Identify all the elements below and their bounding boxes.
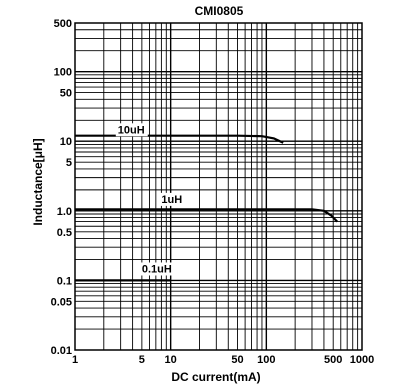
x-tick-label: 5 — [139, 354, 145, 366]
y-tick-label: 100 — [54, 67, 72, 79]
tick-labels: 1 5 10 50 100 500 1000 0.01 0.05 0.1 0.5 1.0 5 10 50 10… — [51, 18, 375, 366]
series-line — [75, 208, 338, 223]
y-tick-label: 0.01 — [51, 345, 72, 357]
y-tick-label: 1.0 — [57, 206, 72, 218]
series-label-background — [115, 123, 148, 137]
x-tick-label: 500 — [324, 354, 342, 366]
y-tick-label: 50 — [60, 88, 72, 100]
chart-title: CMI0805 — [195, 4, 244, 18]
x-tick-label: 10 — [165, 354, 177, 366]
plot-frame — [74, 22, 363, 351]
series-label: 10uH — [118, 124, 145, 136]
x-tick-label: 1 — [72, 354, 78, 366]
y-tick-label: 0.5 — [57, 227, 72, 239]
grid — [75, 23, 362, 350]
series-line — [75, 134, 284, 144]
y-tick-label: 0.1 — [57, 275, 72, 287]
y-tick-label: 0.05 — [51, 296, 72, 308]
x-tick-label: 1000 — [350, 354, 374, 366]
x-tick-label: 50 — [231, 354, 243, 366]
series-layer: 10uH 1uH 0.1uH — [75, 123, 338, 282]
y-tick-label: 500 — [54, 18, 72, 30]
y-axis-label: Inductance[μH] — [31, 138, 45, 225]
y-tick-label: 5 — [66, 157, 72, 169]
series-label-background — [159, 192, 185, 206]
y-tick-label: 10 — [60, 136, 72, 148]
series-label: 1uH — [161, 194, 182, 206]
series-label: 0.1uH — [142, 263, 172, 275]
series-label-background — [139, 262, 179, 276]
x-axis-label: DC current(mA) — [171, 370, 260, 384]
x-tick-label: 100 — [257, 354, 275, 366]
